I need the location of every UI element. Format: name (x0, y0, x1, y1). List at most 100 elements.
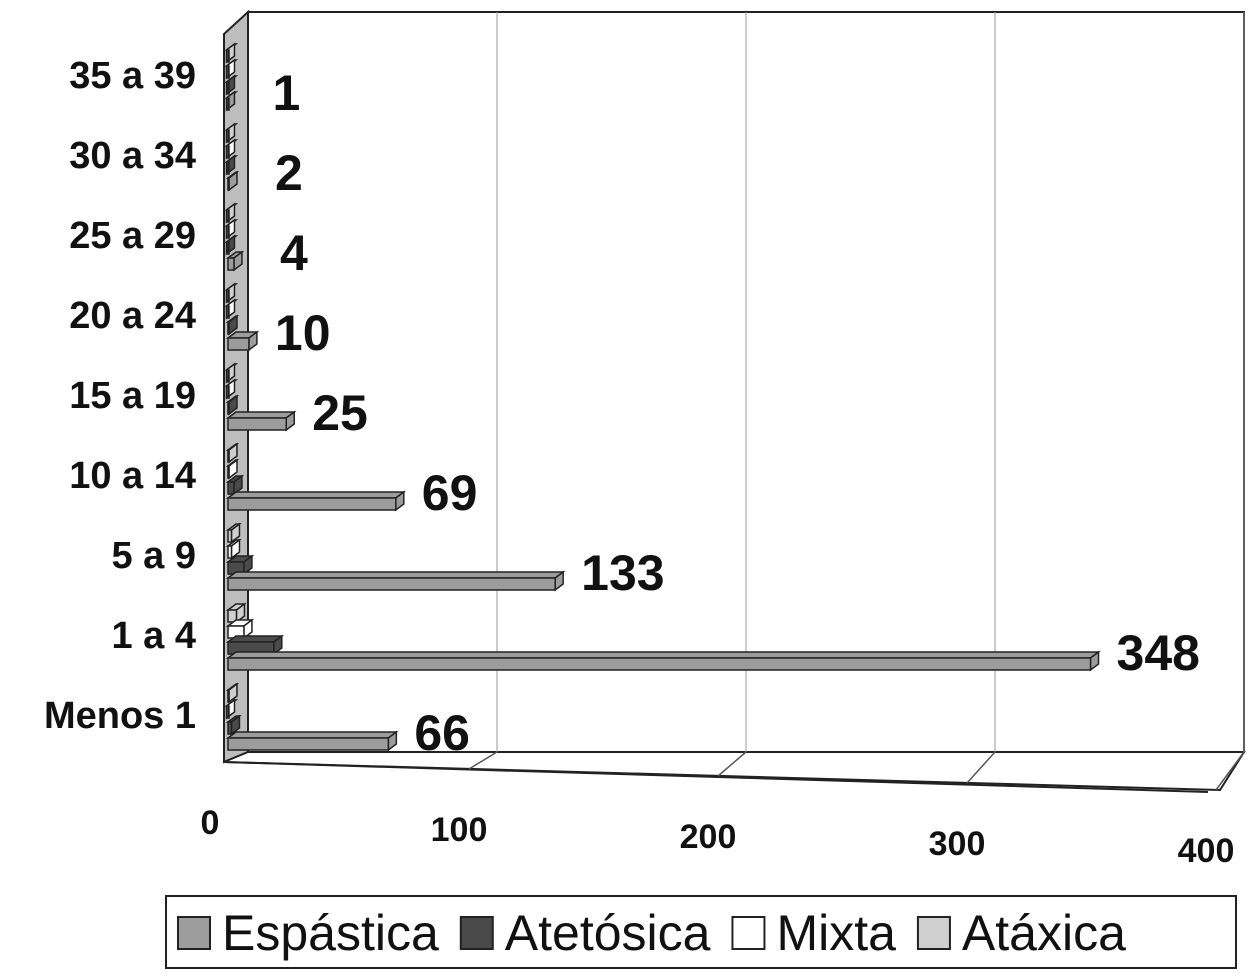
bar-front (227, 465, 230, 479)
bar-front (227, 225, 230, 239)
bar-mixta-25-a-29 (224, 218, 239, 240)
category-label-20-a-24: 20 a 24 (69, 295, 196, 337)
bar-front (227, 721, 233, 735)
legend-label-ataxica: Atáxica (962, 905, 1126, 961)
bar-espastica-menos-1 (225, 730, 399, 752)
x-axis-tick-labels: 0 100 200 300 400 (201, 804, 1235, 870)
bar-front (227, 305, 230, 319)
legend-swatch-atetosica (459, 916, 494, 950)
bar-mixta-35-a-39 (224, 58, 239, 80)
bar-atetosica-25-a-29 (224, 234, 239, 256)
x-tick-100: 100 (431, 811, 488, 849)
legend: Espástica Atetósica Mixta Atáxica (165, 895, 1237, 969)
bar-front (227, 481, 235, 495)
bar-front (227, 129, 230, 143)
bar-front (227, 177, 230, 191)
bar-mixta-menos-1 (224, 698, 239, 720)
legend-swatch-mixta (731, 916, 766, 950)
data-labels: 66 348 133 69 25 10 4 2 1 (272, 65, 1199, 761)
bar-ataxica-25-a-29 (224, 202, 239, 224)
x-axis-line (223, 761, 1209, 793)
bar-front (227, 145, 230, 159)
legend-label-atetosica: Atetósica (505, 905, 711, 961)
data-label-menos-1: 66 (414, 705, 470, 761)
bar-espastica-20-a-24 (225, 330, 260, 352)
bar-front (227, 737, 390, 751)
data-label-1-a-4: 348 (1117, 625, 1200, 681)
bar-ataxica-10-a-14 (225, 442, 240, 464)
bar-atetosica-15-a-19 (225, 394, 240, 416)
category-label-25-a-29: 25 a 29 (69, 215, 196, 257)
bar-mixta-15-a-19 (224, 378, 239, 400)
bar-ataxica-1-a-4 (225, 602, 247, 624)
bar-mixta-10-a-14 (225, 458, 240, 480)
legend-box (165, 895, 1237, 969)
bar-front (227, 369, 230, 383)
bar-front (227, 289, 230, 303)
x-tick-200: 200 (680, 818, 737, 856)
bar-top (225, 731, 399, 739)
bar-front (227, 385, 230, 399)
data-label-5-a-9: 133 (581, 545, 664, 601)
floor-gridline (966, 751, 996, 784)
bar-front (227, 209, 230, 223)
bar-espastica-5-a-9 (225, 570, 566, 592)
data-label-25-a-29: 4 (280, 225, 308, 281)
bar-ataxica-15-a-19 (224, 362, 239, 384)
floor-gridline (468, 751, 498, 770)
category-label-1-a-4: 1 a 4 (111, 615, 196, 657)
gridlines (468, 12, 1245, 791)
category-label-10-a-14: 10 a 14 (69, 455, 196, 497)
bar-atetosica-10-a-14 (225, 474, 245, 496)
bars (224, 42, 1101, 752)
data-label-15-a-19: 25 (312, 385, 368, 441)
bar-atetosica-1-a-4 (225, 634, 285, 656)
bar-top (225, 635, 285, 643)
category-label-5-a-9: 5 a 9 (111, 535, 196, 577)
data-label-20-a-24: 10 (275, 305, 331, 361)
category-label-35-a-39: 35 a 39 (69, 55, 196, 97)
bar-front (227, 545, 233, 559)
bar-atetosica-20-a-24 (225, 314, 240, 336)
bar-top (225, 571, 566, 579)
bar-espastica-35-a-39 (224, 90, 239, 112)
bar-atetosica-30-a-34 (224, 154, 239, 176)
bar-espastica-15-a-19 (225, 410, 297, 432)
bar-atetosica-35-a-39 (224, 74, 239, 96)
bar-front (227, 577, 556, 591)
category-label-menos-1: Menos 1 (44, 695, 196, 737)
floor-gridline (1215, 751, 1245, 791)
x-tick-0: 0 (201, 804, 220, 842)
bar-espastica-30-a-34 (225, 170, 240, 192)
bar-ataxica-30-a-34 (224, 122, 239, 144)
bar-ataxica-35-a-39 (224, 42, 239, 64)
x-tick-300: 300 (929, 825, 986, 863)
bar-front (227, 49, 230, 63)
bar-front (227, 529, 233, 543)
bar-front (227, 97, 230, 111)
floor (223, 751, 1246, 792)
plot-area (223, 9, 1246, 793)
floor-gridline (717, 751, 747, 777)
bar-espastica-10-a-14 (225, 490, 407, 512)
bar-front (227, 401, 230, 415)
legend-swatch-espastica (177, 916, 211, 950)
bar-mixta-30-a-34 (224, 138, 239, 160)
category-label-30-a-34: 30 a 34 (69, 135, 196, 177)
bar-top (225, 411, 297, 419)
bar-front (227, 257, 235, 271)
bar-espastica-1-a-4 (225, 650, 1101, 672)
bar-front (227, 449, 230, 463)
category-label-15-a-19: 15 a 19 (69, 375, 196, 417)
bar-ataxica-20-a-24 (224, 282, 239, 304)
legend-label-espastica: Espástica (222, 905, 439, 961)
bar-atetosica-menos-1 (225, 714, 242, 736)
data-label-10-a-14: 69 (422, 465, 478, 521)
bar-mixta-20-a-24 (224, 298, 239, 320)
bar-top (225, 651, 1101, 659)
bar-front (227, 81, 230, 95)
bar-front (227, 497, 397, 511)
bar-front (227, 689, 230, 703)
bar-front (227, 417, 287, 431)
bar-espastica-25-a-29 (225, 250, 245, 272)
